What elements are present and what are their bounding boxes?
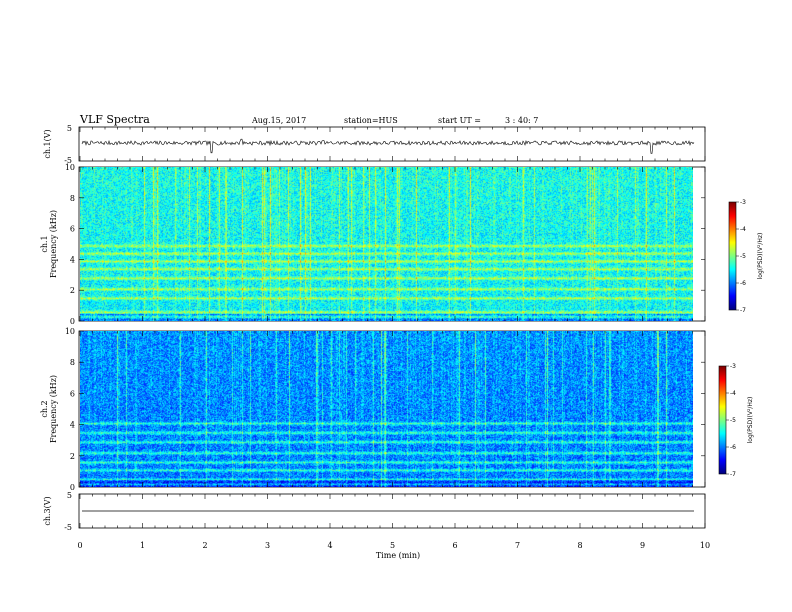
ch1-trace [81, 138, 695, 154]
ch1-panel: ch.1(V) 5 -5 [43, 124, 706, 165]
colorbar-1-gradient [729, 202, 736, 310]
station-label: station=HUS [344, 116, 398, 125]
ch1-spectrogram-ytick-label: 10 [65, 163, 75, 172]
ch3-ytick-top: 5 [67, 491, 72, 500]
ch1-spectrogram-ytick-label: 2 [70, 286, 75, 295]
x-tick-label: 0 [77, 541, 82, 550]
colorbar-2-ticks: -3 -4 -5 -6 -7 [726, 363, 736, 478]
ch1-ylabel: ch.1(V) [43, 129, 52, 158]
ch2-spectrogram-ytick-label: 2 [70, 452, 75, 461]
x-axis-label: Time (min) [376, 551, 420, 560]
ch2-spectrogram-ytick-label: 8 [70, 358, 75, 367]
ch3-panel: ch.3(V) 5 -5 [43, 491, 706, 532]
time-tick-marks [79, 127, 706, 528]
x-tick-label: 9 [640, 541, 645, 550]
ch2-spectrogram-panel: 0 2 4 6 8 10 ch.2 Frequency (kHz) [40, 327, 706, 492]
ch1-spectrogram-ytick-label: 6 [70, 225, 75, 234]
ch1-spectrogram-ylabel-frequency: Frequency (kHz) [49, 210, 58, 278]
ch1-ytick-top: 5 [67, 124, 72, 133]
ch1-spectrogram-panel: 0 2 4 6 8 10 ch.1 Frequency (kHz) [40, 163, 706, 326]
colorbar-tick-label: -4 [730, 390, 736, 397]
ch3-ytick-bottom: -5 [64, 523, 72, 532]
x-tick-label: 3 [265, 541, 270, 550]
ch2-spectrogram-ytick-label: 6 [70, 389, 75, 398]
ch3-ylabel: ch.3(V) [43, 496, 52, 525]
ch2-spectrogram-ylabel-frequency: Frequency (kHz) [49, 375, 58, 443]
x-tick-label: 10 [700, 541, 710, 550]
x-tick-label: 7 [515, 541, 520, 550]
colorbar-2-label: log(PSD)(V²/Hz) [747, 397, 754, 444]
ch2-spectrogram-ylabel-channel: ch.2 [40, 400, 49, 417]
ch1-spectrogram-ytick-label: 8 [70, 194, 75, 203]
colorbar-1-ticks: -3 -4 -5 -6 -7 [736, 199, 746, 314]
colorbar-1-label: log(PSD)(V²/Hz) [757, 233, 764, 280]
ch1-frame [78, 126, 706, 162]
colorbar-tick-label: -7 [730, 471, 736, 478]
colorbar-tick-label: -5 [740, 253, 746, 260]
colorbar-1: -3 -4 -5 -6 -7 log(PSD)(V²/Hz) [728, 199, 764, 314]
colorbar-2: -3 -4 -5 -6 -7 log(PSD)(V²/Hz) [718, 363, 754, 478]
ch2-spectrogram-ytick-label: 0 [70, 483, 75, 492]
date-label: Aug.15, 2017 [251, 116, 306, 125]
x-tick-label: 8 [577, 541, 582, 550]
ch2-spectrogram-image [80, 331, 693, 487]
start-time-prefix: start UT = [438, 116, 481, 125]
ch1-spectrogram-ylabel-channel: ch.1 [40, 235, 49, 252]
colorbar-2-gradient [719, 366, 726, 474]
colorbar-tick-label: -6 [730, 444, 736, 451]
x-tick-label: 2 [202, 541, 207, 550]
x-tick-label: 6 [452, 541, 457, 550]
ch1-ytick-bottom: -5 [64, 156, 72, 165]
ch1-spectrogram-ytick-label: 4 [70, 255, 75, 264]
colorbar-tick-label: -4 [740, 226, 746, 233]
x-tick-label: 5 [390, 541, 395, 550]
colorbar-tick-label: -6 [740, 280, 746, 287]
x-tick-label: 4 [327, 541, 332, 550]
colorbar-tick-label: -3 [740, 199, 746, 206]
ch1-spectrogram-image [80, 167, 693, 321]
start-time-value: 3 : 40: 7 [505, 116, 538, 125]
colorbar-tick-label: -5 [730, 417, 736, 424]
ch2-spectrogram-ytick-label: 4 [70, 421, 75, 430]
ch2-spectrogram-ytick-label: 10 [65, 327, 75, 336]
x-tick-labels: 0 1 2 3 4 5 6 7 8 9 10 [77, 541, 710, 550]
x-tick-label: 1 [140, 541, 145, 550]
ch1-spectrogram-yticks: 0 2 4 6 8 10 [65, 163, 705, 326]
figure-title: VLF Spectra [79, 113, 150, 126]
colorbar-tick-label: -7 [740, 307, 746, 314]
ch1-spectrogram-ytick-label: 0 [70, 317, 75, 326]
colorbar-tick-label: -3 [730, 363, 736, 370]
